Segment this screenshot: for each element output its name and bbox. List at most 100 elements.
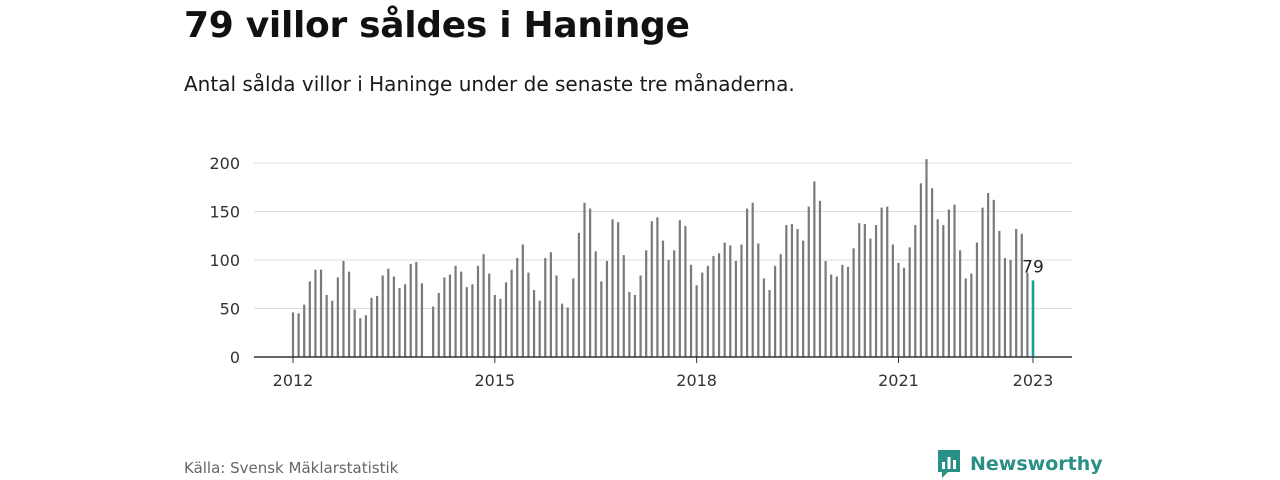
- bar: [779, 254, 782, 357]
- bar: [628, 292, 631, 357]
- bar: [656, 217, 659, 357]
- bar: [981, 207, 984, 357]
- bar: [645, 250, 648, 357]
- bar: [572, 278, 575, 357]
- bar: [560, 303, 564, 357]
- bar: [998, 230, 1001, 357]
- bar: [538, 300, 541, 357]
- bar: [824, 260, 827, 357]
- bar: [516, 258, 519, 357]
- bar: [818, 200, 822, 357]
- bar: [589, 208, 592, 357]
- bar: [762, 278, 766, 357]
- bar: [740, 244, 743, 357]
- bar: [891, 244, 894, 357]
- bar: [594, 251, 597, 357]
- x-tick-label: 2023: [1013, 371, 1054, 390]
- bar: [342, 260, 345, 357]
- bar: [404, 284, 407, 357]
- bar: [347, 271, 351, 357]
- bar: [488, 273, 491, 357]
- bar: [953, 204, 956, 357]
- bar: [964, 278, 967, 357]
- bar: [600, 281, 603, 357]
- bar: [734, 260, 737, 357]
- bar: [544, 258, 547, 357]
- bar: [796, 228, 799, 357]
- bar: [493, 294, 496, 357]
- bar: [975, 242, 979, 357]
- bar: [611, 219, 614, 357]
- y-tick-label: 50: [220, 300, 240, 319]
- bar: [353, 309, 356, 357]
- bar: [874, 225, 878, 357]
- bar: [1015, 228, 1018, 357]
- bar: [897, 262, 900, 357]
- bar: [717, 253, 721, 357]
- bar: [454, 265, 457, 357]
- bar: [521, 244, 524, 357]
- bar: [465, 287, 468, 357]
- bar: [622, 255, 625, 357]
- bar: [364, 315, 367, 357]
- y-tick-label: 100: [209, 251, 240, 270]
- bar: [863, 224, 866, 357]
- bar: [785, 225, 788, 357]
- bar: [813, 181, 816, 357]
- bar: [375, 295, 379, 357]
- bar: [409, 263, 412, 357]
- y-axis-tick-labels: 0 50 100 150 200: [209, 154, 240, 367]
- bar: [880, 207, 883, 357]
- bar-chart: 0 50 100 150 200 2012 2015 2018 2021 2023 79: [209, 154, 1072, 390]
- bar: [723, 242, 726, 357]
- bar: [639, 275, 642, 357]
- bar: [336, 277, 339, 357]
- bar: [633, 294, 637, 357]
- bar: [942, 225, 945, 357]
- bar: [987, 193, 990, 357]
- bar: [936, 219, 939, 357]
- bar: [768, 290, 771, 357]
- bar: [846, 266, 850, 357]
- bar: [415, 261, 418, 357]
- bar: [504, 282, 508, 357]
- bar: [908, 247, 911, 357]
- bar-latest: [1031, 280, 1035, 357]
- bar: [802, 240, 805, 357]
- bar: [689, 264, 693, 357]
- bar: [314, 269, 317, 357]
- bar: [359, 318, 362, 357]
- newsworthy-logo[interactable]: Newsworthy: [936, 448, 1103, 480]
- bar: [387, 268, 390, 357]
- bar: [650, 221, 653, 357]
- bar: [499, 298, 502, 357]
- bar: [555, 275, 558, 357]
- bar: [790, 224, 794, 357]
- bar: [869, 238, 872, 357]
- bar: [291, 312, 295, 357]
- bar: [774, 265, 777, 357]
- bar: [930, 188, 934, 357]
- bar: [919, 183, 922, 357]
- bar: [701, 272, 704, 357]
- bar: [886, 206, 889, 357]
- y-tick-label: 150: [209, 203, 240, 222]
- bar: [925, 159, 928, 357]
- bar: [914, 225, 917, 357]
- bar: [1009, 260, 1012, 357]
- bar: [807, 206, 810, 357]
- chart-title: 79 villor såldes i Haninge: [184, 5, 690, 46]
- bar: [902, 267, 906, 357]
- brand-name: Newsworthy: [970, 453, 1103, 475]
- bar: [460, 271, 463, 357]
- bar: [381, 275, 384, 357]
- bar: [527, 272, 530, 357]
- bar: [673, 250, 676, 357]
- bar: [729, 245, 732, 357]
- x-tick-label: 2015: [474, 371, 515, 390]
- bar: [476, 265, 480, 357]
- bar: [970, 273, 973, 357]
- newsworthy-logo-icon: [938, 450, 960, 478]
- bar: [303, 304, 306, 357]
- bar: [830, 274, 833, 357]
